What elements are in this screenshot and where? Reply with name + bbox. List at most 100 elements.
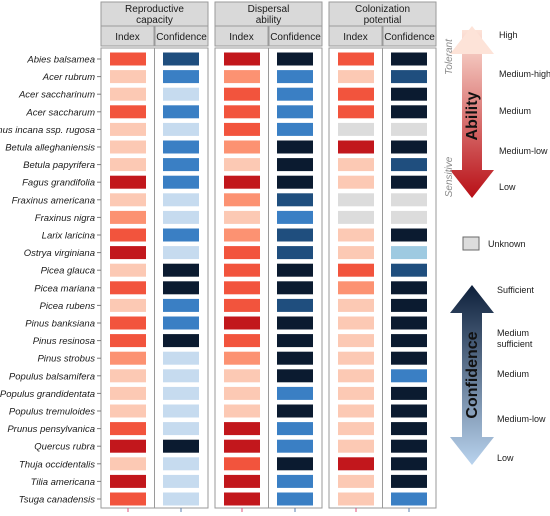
- confidence-cell-picea-glauca-dispersal-ability: [277, 263, 313, 277]
- index-cell-ostrya-virginiana-colonization-potential: [338, 246, 374, 260]
- species-label-fagus-grandifolia: Fagus grandifolia: [22, 178, 95, 189]
- index-cell-fraxinus-nigra-dispersal-ability: [224, 210, 260, 224]
- confidence-cell-fraxinus-nigra-dispersal-ability: [277, 210, 313, 224]
- confidence-cell-abies-balsamea-dispersal-ability: [277, 52, 313, 66]
- confidence-cell-betula-alleghaniensis-dispersal-ability: [277, 140, 313, 154]
- species-label-picea-rubens: Picea rubens: [40, 301, 96, 312]
- confidence-cell-acer-rubrum-dispersal-ability: [277, 70, 313, 84]
- subcolumn-header-index: [328, 25, 383, 47]
- index-cell-acer-saccharum-reproductive-capacity: [110, 105, 146, 119]
- species-label-acer-rubrum: Acer rubrum: [42, 72, 95, 83]
- index-cell-betula-papyrifera-colonization-potential: [338, 158, 374, 172]
- confidence-cell-populus-balsamifera-dispersal-ability: [277, 369, 313, 383]
- index-cell-populus-tremuloides-colonization-potential: [338, 404, 374, 418]
- confidence-cell-populus-balsamifera-reproductive-capacity: [163, 369, 199, 383]
- index-cell-betula-alleghaniensis-reproductive-capacity: [110, 140, 146, 154]
- index-cell-abies-balsamea-colonization-potential: [338, 52, 374, 66]
- ability-arrow-head-up: [450, 26, 494, 54]
- species-label-tilia-americana: Tilia americana: [31, 477, 95, 488]
- confidence-level-medium-low: Medium-low: [497, 414, 546, 424]
- index-cell-tsuga-canadensis-reproductive-capacity: [110, 492, 146, 506]
- group-header-label: potential: [364, 15, 402, 26]
- confidence-cell-pinus-strobus-reproductive-capacity: [163, 351, 199, 365]
- ability-level-medium-low: Medium-low: [499, 146, 548, 156]
- index-cell-picea-glauca-dispersal-ability: [224, 263, 260, 277]
- subcolumn-label-index: Index: [115, 32, 139, 43]
- confidence-cell-populus-balsamifera-colonization-potential: [391, 369, 427, 383]
- confidence-cell-populus-tremuloides-colonization-potential: [391, 404, 427, 418]
- index-cell-pinus-resinosa-colonization-potential: [338, 334, 374, 348]
- confidence-cell-acer-rubrum-reproductive-capacity: [163, 70, 199, 84]
- index-cell-tilia-americana-colonization-potential: [338, 474, 374, 488]
- confidence-cell-prunus-pensylvanica-dispersal-ability: [277, 422, 313, 436]
- confidence-cell-betula-papyrifera-colonization-potential: [391, 158, 427, 172]
- index-cell-abies-balsamea-dispersal-ability: [224, 52, 260, 66]
- subcolumn-header-confidence: [154, 25, 209, 47]
- species-label-fraxinus-americana: Fraxinus americana: [12, 195, 95, 206]
- index-cell-prunus-pensylvanica-colonization-potential: [338, 422, 374, 436]
- confidence-cell-larix-laricina-reproductive-capacity: [163, 228, 199, 242]
- species-label-tsuga-canadensis: Tsuga canadensis: [19, 495, 95, 506]
- species-label-acer-saccharum: Acer saccharum: [25, 107, 95, 118]
- confidence-cell-tsuga-canadensis-dispersal-ability: [277, 492, 313, 506]
- group-header-label: Reproductive: [125, 4, 184, 15]
- confidence-cell-picea-rubens-dispersal-ability: [277, 298, 313, 312]
- index-cell-acer-rubrum-reproductive-capacity: [110, 70, 146, 84]
- confidence-cell-tilia-americana-colonization-potential: [391, 474, 427, 488]
- index-cell-quercus-rubra-reproductive-capacity: [110, 439, 146, 453]
- species-label-thuja-occidentalis: Thuja occidentalis: [19, 459, 95, 470]
- species-label-populus-balsamifera: Populus balsamifera: [9, 371, 95, 382]
- confidence-cell-ostrya-virginiana-colonization-potential: [391, 246, 427, 260]
- species-label-pinus-resinosa: Pinus resinosa: [33, 336, 95, 347]
- index-cell-pinus-strobus-reproductive-capacity: [110, 351, 146, 365]
- index-cell-alnus-incana-ssp-rugosa-colonization-potential: [338, 122, 374, 136]
- confidence-cell-betula-alleghaniensis-colonization-potential: [391, 140, 427, 154]
- confidence-cell-picea-glauca-colonization-potential: [391, 263, 427, 277]
- index-cell-betula-alleghaniensis-colonization-potential: [338, 140, 374, 154]
- group-header-label: capacity: [136, 15, 173, 26]
- index-cell-acer-saccharum-dispersal-ability: [224, 105, 260, 119]
- index-cell-picea-mariana-dispersal-ability: [224, 281, 260, 295]
- ability-level-low: Low: [499, 182, 516, 192]
- index-cell-larix-laricina-reproductive-capacity: [110, 228, 146, 242]
- confidence-cell-betula-alleghaniensis-reproductive-capacity: [163, 140, 199, 154]
- group-header-dispersal-ability: [214, 1, 323, 27]
- index-cell-picea-rubens-reproductive-capacity: [110, 298, 146, 312]
- confidence-level-medium-sufficient-line2: sufficient: [497, 339, 533, 349]
- group-header-reproductive-capacity: [100, 1, 209, 27]
- confidence-cell-ostrya-virginiana-dispersal-ability: [277, 246, 313, 260]
- index-cell-picea-glauca-colonization-potential: [338, 263, 374, 277]
- confidence-cell-pinus-banksiana-dispersal-ability: [277, 316, 313, 330]
- confidence-cell-tsuga-canadensis-reproductive-capacity: [163, 492, 199, 506]
- species-label-betula-alleghaniensis: Betula alleghaniensis: [5, 143, 95, 154]
- confidence-cell-quercus-rubra-dispersal-ability: [277, 439, 313, 453]
- confidence-cell-acer-saccharinum-colonization-potential: [391, 87, 427, 101]
- species-label-acer-saccharinum: Acer saccharinum: [18, 90, 95, 101]
- index-cell-betula-papyrifera-dispersal-ability: [224, 158, 260, 172]
- ability-level-medium: Medium: [499, 106, 531, 116]
- index-cell-pinus-banksiana-reproductive-capacity: [110, 316, 146, 330]
- index-cell-thuja-occidentalis-dispersal-ability: [224, 457, 260, 471]
- index-cell-acer-saccharum-colonization-potential: [338, 105, 374, 119]
- unknown-label: Unknown: [488, 239, 526, 249]
- index-cell-tilia-americana-dispersal-ability: [224, 474, 260, 488]
- index-cell-acer-saccharinum-colonization-potential: [338, 87, 374, 101]
- confidence-cell-picea-rubens-reproductive-capacity: [163, 298, 199, 312]
- confidence-level-medium-sufficient-line1: Medium: [497, 328, 529, 338]
- species-label-fraxinus-nigra: Fraxinus nigra: [35, 213, 95, 224]
- species-label-larix-laricina: Larix laricina: [42, 231, 95, 242]
- subcolumn-label-confidence: Confidence: [156, 32, 207, 43]
- confidence-title: Confidence: [464, 331, 481, 418]
- index-cell-populus-grandidentata-dispersal-ability: [224, 386, 260, 400]
- index-cell-populus-balsamifera-reproductive-capacity: [110, 369, 146, 383]
- index-cell-populus-tremuloides-reproductive-capacity: [110, 404, 146, 418]
- ability-level-medium-high: Medium-high: [499, 69, 550, 79]
- subcolumn-header-index: [100, 25, 155, 47]
- index-cell-fagus-grandifolia-dispersal-ability: [224, 175, 260, 189]
- index-cell-fagus-grandifolia-colonization-potential: [338, 175, 374, 189]
- species-label-ostrya-virginiana: Ostrya virginiana: [24, 248, 95, 259]
- index-cell-pinus-banksiana-colonization-potential: [338, 316, 374, 330]
- index-cell-acer-rubrum-dispersal-ability: [224, 70, 260, 84]
- confidence-cell-pinus-banksiana-reproductive-capacity: [163, 316, 199, 330]
